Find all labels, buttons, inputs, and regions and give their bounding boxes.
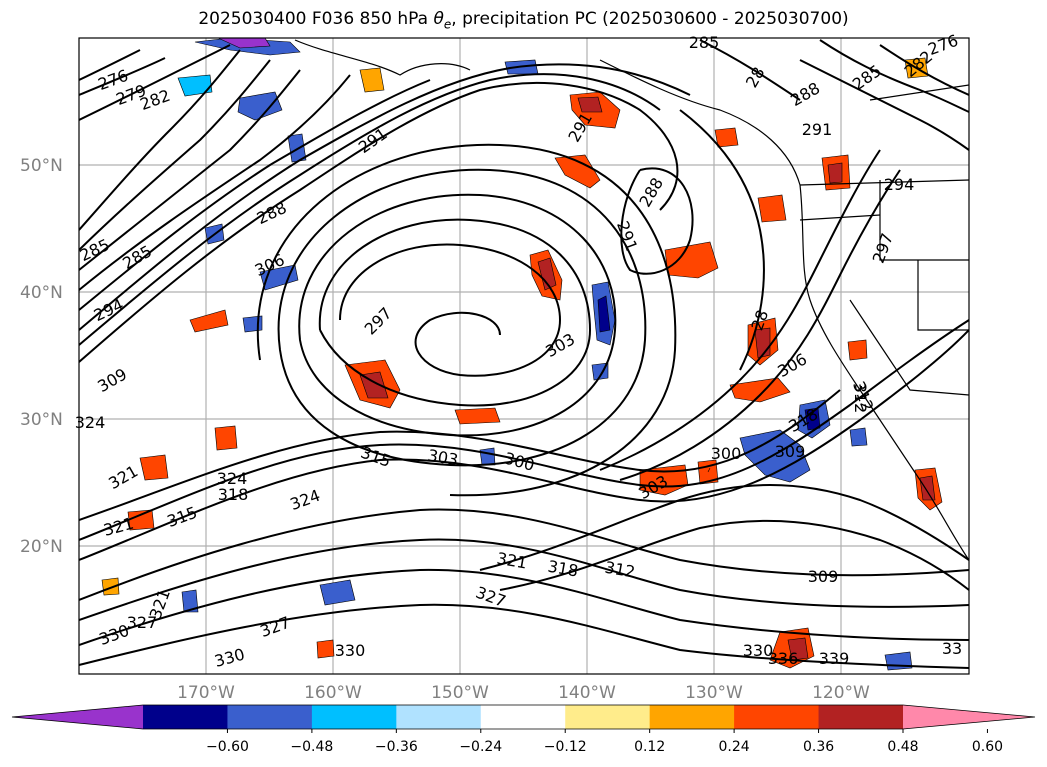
- colorbar-segment: [143, 705, 228, 729]
- contour-label: 291: [802, 120, 833, 139]
- lat-label-20n: 20°N: [20, 537, 63, 557]
- latitude-labels: 50°N 40°N 30°N 20°N: [20, 156, 63, 557]
- longitude-labels: 170°W 160°W 150°W 140°W 130°W 120°W: [177, 683, 870, 703]
- contour-label: 312: [851, 383, 870, 414]
- colorbar-tick-label: 0.24: [719, 739, 750, 755]
- precip-area: [177, 74, 213, 97]
- precip-area: [537, 257, 557, 291]
- precip-area: [479, 447, 496, 466]
- contour-label: 330: [335, 641, 366, 660]
- precip-area: [359, 67, 385, 93]
- precip-area: [316, 639, 335, 659]
- precip-area: [237, 91, 283, 121]
- colorbar-segment: [818, 705, 904, 729]
- theta-symbol: θ: [433, 9, 444, 29]
- precip-area: [319, 579, 356, 606]
- precip-area: [454, 407, 501, 425]
- contour-label: 324: [75, 413, 106, 432]
- contour-label: 300: [711, 444, 742, 463]
- precip-area: [757, 194, 787, 223]
- lon-label-170w: 170°W: [177, 683, 235, 703]
- colorbar-tick-label: 0.36: [803, 739, 834, 755]
- map-background: [79, 38, 969, 674]
- precip-area: [729, 377, 791, 403]
- colorbar-tick-label: −0.12: [544, 739, 587, 755]
- theta-subscript: e: [443, 17, 452, 32]
- title-suffix: , precipitation PC (2025030600 - 2025030…: [451, 9, 849, 29]
- lat-label-40n: 40°N: [20, 283, 63, 303]
- colorbar-tick-label: −0.24: [459, 739, 502, 755]
- colorbar-tick-label: 0.48: [887, 739, 918, 755]
- colorbar-segment: [649, 705, 735, 729]
- precip-area: [827, 162, 843, 184]
- precip-area: [139, 454, 169, 481]
- contour-label: 33: [942, 639, 962, 658]
- lat-label-30n: 30°N: [20, 410, 63, 430]
- colorbar-extend-low: [12, 705, 143, 729]
- precip-area: [189, 309, 229, 333]
- contour-label: 330: [743, 641, 774, 660]
- contour-label: 339: [819, 649, 850, 668]
- precip-area: [787, 637, 809, 661]
- contour-label: 336: [768, 649, 799, 668]
- precip-area: [597, 295, 611, 333]
- colorbar-segment: [227, 705, 313, 729]
- lon-label-120w: 120°W: [812, 683, 870, 703]
- colorbar-segment: [396, 705, 482, 729]
- contour-label: 309: [808, 567, 839, 586]
- colorbar-tick-label: 0.12: [634, 739, 665, 755]
- lon-label-160w: 160°W: [304, 683, 362, 703]
- precip-area: [849, 427, 868, 447]
- colorbar-extend-high: [903, 705, 1035, 729]
- coastline: [294, 39, 969, 561]
- title-prefix: 2025030400 F036 850 hPa: [198, 9, 434, 29]
- lat-label-50n: 50°N: [20, 156, 63, 176]
- precip-area: [919, 475, 936, 501]
- colorbar-tick-label: −0.36: [375, 739, 418, 755]
- precip-area: [217, 38, 271, 49]
- contour-label: 318: [218, 485, 249, 504]
- colorbar-segment: [311, 705, 397, 729]
- colorbar-segment: [565, 705, 651, 729]
- contour-label: 294: [884, 175, 915, 194]
- lon-label-150w: 150°W: [431, 683, 489, 703]
- precip-area: [554, 154, 601, 189]
- map-frame: [78, 37, 970, 675]
- lon-label-130w: 130°W: [685, 683, 743, 703]
- contour-label: 324: [217, 469, 248, 488]
- precip-area: [181, 589, 199, 613]
- colorbar-tick-label: 0.60: [972, 739, 1003, 755]
- precip-area: [577, 96, 603, 113]
- colorbar-tick-label: −0.48: [290, 739, 333, 755]
- colorbar-outline: [11, 704, 1036, 730]
- colorbar-segment: [480, 705, 566, 729]
- precip-area: [847, 339, 868, 361]
- colorbar: −0.60 −0.48 −0.36 −0.24 −0.12 0.12 0.24 0.36 0.4…: [11, 704, 1036, 755]
- map-title: 2025030400 F036 850 hPa θe, precipitatio…: [0, 9, 1047, 31]
- colorbar-tick-label: −0.60: [206, 739, 249, 755]
- contour-label: 285: [689, 33, 720, 52]
- precip-area: [707, 467, 711, 473]
- precip-area: [639, 464, 689, 496]
- colorbar-segment: [734, 705, 820, 729]
- contour-label: 327: [127, 613, 158, 632]
- precip-area: [714, 127, 739, 148]
- lon-label-140w: 140°W: [558, 683, 616, 703]
- precip-area: [884, 651, 913, 671]
- precip-area: [214, 425, 238, 451]
- contour-label: 309: [775, 442, 806, 461]
- precip-area: [127, 509, 155, 531]
- theta-e-contours: [79, 39, 969, 669]
